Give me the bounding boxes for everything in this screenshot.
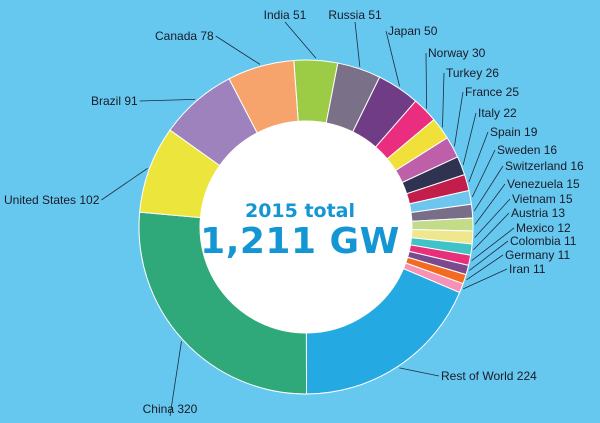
label-venezuela: Venezuela 15 [507, 177, 580, 191]
leader-line-rest-of-world [399, 367, 440, 377]
leader-line-venezuela [474, 183, 506, 225]
center-label-total: 1,211 GW [200, 221, 400, 262]
leader-line-spain [468, 131, 489, 183]
label-austria: Austria 13 [511, 206, 565, 220]
label-sweden: Sweden 16 [497, 143, 557, 157]
leader-line-colombia [469, 240, 509, 271]
leader-line-switzerland [473, 165, 504, 212]
label-switzerland: Switzerland 16 [505, 159, 584, 173]
label-russia: Russia 51 [328, 8, 382, 22]
label-united-states: United States 102 [4, 193, 100, 207]
label-norway: Norway 30 [428, 46, 486, 60]
leader-line-canada [215, 35, 261, 65]
label-rest-of-world: Rest of World 224 [441, 369, 537, 383]
leader-line-iran [463, 268, 508, 290]
leader-line-vietnam [474, 198, 511, 238]
leader-line-germany [466, 254, 504, 281]
label-japan: Japan 50 [388, 24, 438, 38]
leader-line-france [454, 91, 464, 147]
label-colombia: Colombia 11 [510, 234, 577, 248]
leader-line-italy [462, 112, 477, 166]
leader-line-brazil [139, 99, 196, 102]
label-spain: Spain 19 [490, 125, 538, 139]
leader-line-mexico [471, 227, 515, 262]
label-vietnam: Vietnam 15 [512, 192, 573, 206]
leader-line-norway [425, 52, 427, 109]
leader-line-united-states [101, 168, 148, 201]
center-label-year: 2015 total [244, 200, 356, 222]
leader-line-china [169, 341, 182, 417]
leader-line-russia [354, 21, 361, 67]
donut-hole [200, 121, 412, 333]
label-canada: Canada 78 [155, 29, 214, 43]
label-iran: Iran 11 [509, 262, 546, 276]
leader-line-austria [473, 212, 510, 251]
label-mexico: Mexico 12 [516, 221, 571, 235]
leader-line-turkey [442, 72, 445, 128]
label-germany: Germany 11 [505, 248, 570, 262]
label-china: China 320 [143, 402, 198, 416]
label-france: France 25 [465, 85, 519, 99]
leader-line-india [284, 21, 317, 59]
leader-line-japan [385, 30, 400, 87]
leader-line-sweden [471, 149, 496, 198]
label-india: India 51 [264, 8, 307, 22]
label-italy: Italy 22 [478, 106, 517, 120]
label-turkey: Turkey 26 [446, 66, 499, 80]
label-brazil: Brazil 91 [91, 94, 138, 108]
